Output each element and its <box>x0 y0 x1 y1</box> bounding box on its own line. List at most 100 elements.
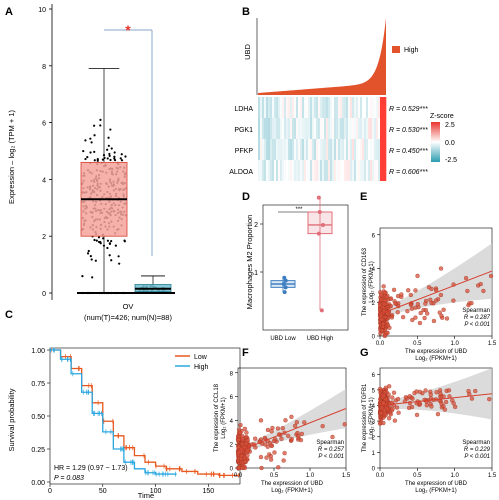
panel-a-point-t <box>106 239 110 242</box>
panel-g-point <box>414 389 419 394</box>
panel-f-point <box>330 434 335 440</box>
panel-b-r-value-pgk1: R = 0.530*** <box>389 127 428 134</box>
panel-f-point <box>271 438 277 444</box>
panel-b-cell <box>362 160 365 181</box>
panel-b-cell <box>342 118 345 139</box>
panel-b-cell <box>294 160 297 181</box>
panel-a-ytick-label-4: 4 <box>42 177 46 184</box>
panel-b-cell <box>332 139 335 160</box>
panel-b-cell <box>320 118 323 139</box>
panel-g-point <box>392 418 398 423</box>
panel-b-cell <box>298 139 301 160</box>
panel-c-ytick-label: 0.50 <box>31 414 45 421</box>
panel-e-point <box>438 266 444 271</box>
panel-f-point <box>289 436 294 442</box>
panel-e-point <box>429 300 434 306</box>
panel-e-xtick-label: 1.5 <box>488 341 497 347</box>
panel-f-point <box>253 436 258 441</box>
panel-b-cell <box>294 139 297 160</box>
panel-f-point <box>299 431 304 437</box>
panel-a-point-t <box>93 134 96 137</box>
panel-c-xtick-label: 0 <box>48 488 52 495</box>
panel-b-cell <box>308 118 311 139</box>
panel-a-point-t <box>87 249 90 253</box>
panel-e-point <box>405 309 410 314</box>
panel-e-point <box>423 307 428 313</box>
panel-b-cell <box>358 139 361 160</box>
panel-g-point <box>466 388 471 394</box>
panel-b-cell <box>344 160 347 181</box>
panel-c-ytick-label: 0.00 <box>31 480 45 487</box>
panel-b-cell <box>356 97 359 118</box>
panel-c-legend-low: Low <box>194 354 208 361</box>
panel-c-ytick-label: 1.00 <box>31 348 45 355</box>
panel-b-cell <box>274 97 277 118</box>
panel-b-cell <box>296 118 299 139</box>
panel-b-cell <box>368 118 371 139</box>
panel-a-ytick-label-2: 2 <box>42 234 46 241</box>
panel-b-cell <box>362 139 365 160</box>
panel-e-point <box>478 281 483 287</box>
panel-b-cell <box>262 160 265 181</box>
panel-f-ylabel: The expression of CCL18 <box>214 383 220 452</box>
panel-b-cell <box>276 160 279 181</box>
panel-e-point <box>391 287 397 293</box>
panel-b-cell <box>378 139 381 160</box>
panel-f-point <box>270 425 275 431</box>
panel-a-point-t <box>90 141 93 144</box>
panel-b-cell <box>384 139 387 160</box>
panel-f-point <box>240 465 245 470</box>
panel-b-colorbar-tick-mid: 0.0 <box>445 140 455 147</box>
panel-b-cell <box>372 139 375 160</box>
panel-g-ylabel-unit: Log₂ (FPKM+1) <box>369 397 375 439</box>
panel-a-point-t <box>120 153 123 156</box>
panel-b-cell <box>290 160 293 181</box>
panel-b-cell <box>268 160 271 181</box>
panel-g-point <box>441 403 446 409</box>
panel-b-cell <box>334 118 337 139</box>
panel-a-point-t <box>107 136 110 139</box>
panel-b-cell <box>354 160 357 181</box>
panel-e-point <box>400 314 406 320</box>
panel-d-frame <box>262 204 349 331</box>
panel-f-point <box>258 454 264 460</box>
panel-g-point <box>428 392 433 397</box>
panel-b-cell <box>298 118 301 139</box>
panel-b-cell <box>300 139 303 160</box>
panel-g-point <box>407 400 413 406</box>
panel-b-cell <box>354 97 357 118</box>
panel-b-cell <box>264 97 267 118</box>
panel-b-cell <box>318 97 321 118</box>
panel-b-r-value-pfkp: R = 0.450*** <box>389 148 428 155</box>
panel-a-point-t <box>99 242 102 245</box>
panel-b-cell <box>314 160 317 181</box>
panel-c-legend: Low High <box>175 354 209 371</box>
panel-b-cell <box>326 118 329 139</box>
panel-b-colorbar <box>431 122 440 162</box>
panel-b-cell <box>384 160 387 181</box>
panel-f-point <box>269 443 274 448</box>
panel-e-point <box>417 320 423 326</box>
panel-f-xtick-label: 1.0 <box>306 473 315 479</box>
panel-f-point <box>265 427 271 433</box>
panel-f-point <box>292 423 298 429</box>
panel-d-boxplot: Macrophages M2 Proportion *** 1 2 UBD Low U… <box>245 195 349 342</box>
panel-f-xlabel: The expression of UBD <box>261 481 324 487</box>
panel-b-cell <box>320 97 323 118</box>
panel-b-cell <box>274 118 277 139</box>
panel-b-cell <box>358 97 361 118</box>
panel-b-cell <box>296 139 299 160</box>
panel-d-point <box>316 231 321 236</box>
panel-f-ytick-label: 0 <box>230 467 234 473</box>
panel-g-point <box>377 386 383 392</box>
panel-g-xlabel-unit: Log₂ (FPKM+1) <box>415 488 457 494</box>
panel-b-ubd-bar-area <box>258 18 386 95</box>
panel-b-cell <box>326 139 329 160</box>
panel-f-point <box>320 424 325 429</box>
panel-e-point <box>385 323 391 328</box>
panel-b-cell <box>260 160 263 181</box>
panel-f-point <box>239 456 244 462</box>
panel-g-xtick-label: 1.5 <box>488 473 497 479</box>
panel-b-cell <box>328 160 331 181</box>
